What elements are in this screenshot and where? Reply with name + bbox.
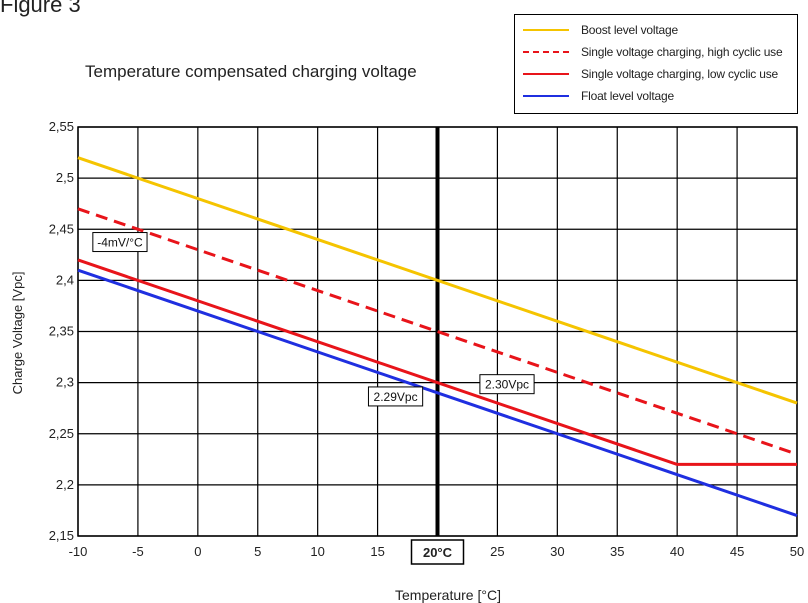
y-tick-label: 2,15 [49, 528, 74, 543]
x-tick-label: 0 [194, 544, 201, 559]
annotation-label: 2.29Vpc [374, 390, 418, 404]
legend-item-boost: Boost level voltage [523, 23, 795, 43]
y-tick-label: 2,25 [49, 426, 74, 441]
x-tick-highlight-box [410, 539, 465, 565]
legend: Boost level voltage Single voltage charg… [514, 14, 798, 114]
series-line-2 [77, 258, 797, 466]
legend-label-high-cyclic: Single voltage charging, high cyclic use [581, 45, 783, 59]
x-axis-label: Temperature [°C] [395, 587, 501, 603]
figure-label: Figure 3 [0, 0, 81, 17]
y-axis-label: Charge Voltage [Vpc] [10, 272, 25, 395]
x-tick-label: 15 [370, 544, 384, 559]
legend-swatch-boost [523, 29, 569, 31]
chart-title: Temperature compensated charging voltage [85, 62, 417, 81]
x-tick-label: 30 [550, 544, 564, 559]
x-tick-label: 35 [610, 544, 624, 559]
annotations: -4mV/°C 2.29Vpc 2.30Vpc [92, 232, 535, 407]
x-tick-label: 40 [670, 544, 684, 559]
annotation-box [92, 232, 148, 253]
annotation-box [367, 386, 424, 407]
x-tick-label: 20°C [423, 545, 453, 560]
series-line-0 [77, 156, 798, 405]
y-tick-label: 2,45 [49, 221, 74, 236]
legend-label-float: Float level voltage [581, 89, 674, 103]
x-tick-label: -5 [132, 544, 144, 559]
series-line-3 [77, 268, 798, 517]
x-tick-label: 10 [310, 544, 324, 559]
y-tick-label: 2,55 [49, 119, 74, 134]
x-tick-label: 5 [254, 544, 261, 559]
legend-item-float: Float level voltage [523, 89, 795, 109]
legend-swatch-float [523, 95, 569, 97]
annotation-box [479, 374, 535, 395]
legend-item-low-cyclic: Single voltage charging, low cyclic use [523, 67, 795, 87]
grid [77, 126, 798, 537]
legend-swatch-low-cyclic [523, 73, 569, 75]
tick-labels: -10 -5 0 5 10 15 20°C 25 30 35 40 45 50 2,15 2,2 2,25 2,… [49, 119, 804, 565]
series-lines [77, 156, 798, 517]
x-tick-label: 45 [730, 544, 744, 559]
y-tick-label: 2,4 [56, 272, 74, 287]
legend-label-boost: Boost level voltage [581, 23, 678, 37]
y-tick-label: 2,3 [56, 375, 74, 390]
annotation-label: -4mV/°C [97, 236, 143, 250]
legend-swatch-high-cyclic [523, 51, 569, 53]
y-tick-label: 2,35 [49, 324, 74, 339]
legend-label-low-cyclic: Single voltage charging, low cyclic use [581, 67, 778, 81]
x-tick-label: -10 [69, 544, 88, 559]
x-tick-label: 25 [490, 544, 504, 559]
series-line-1 [77, 207, 798, 456]
y-tick-label: 2,5 [56, 170, 74, 185]
annotation-label: 2.30Vpc [485, 378, 529, 392]
x-tick-label: 50 [790, 544, 804, 559]
plot-border [77, 126, 798, 537]
y-tick-label: 2,2 [56, 477, 74, 492]
legend-item-high-cyclic: Single voltage charging, high cyclic use [523, 45, 795, 65]
